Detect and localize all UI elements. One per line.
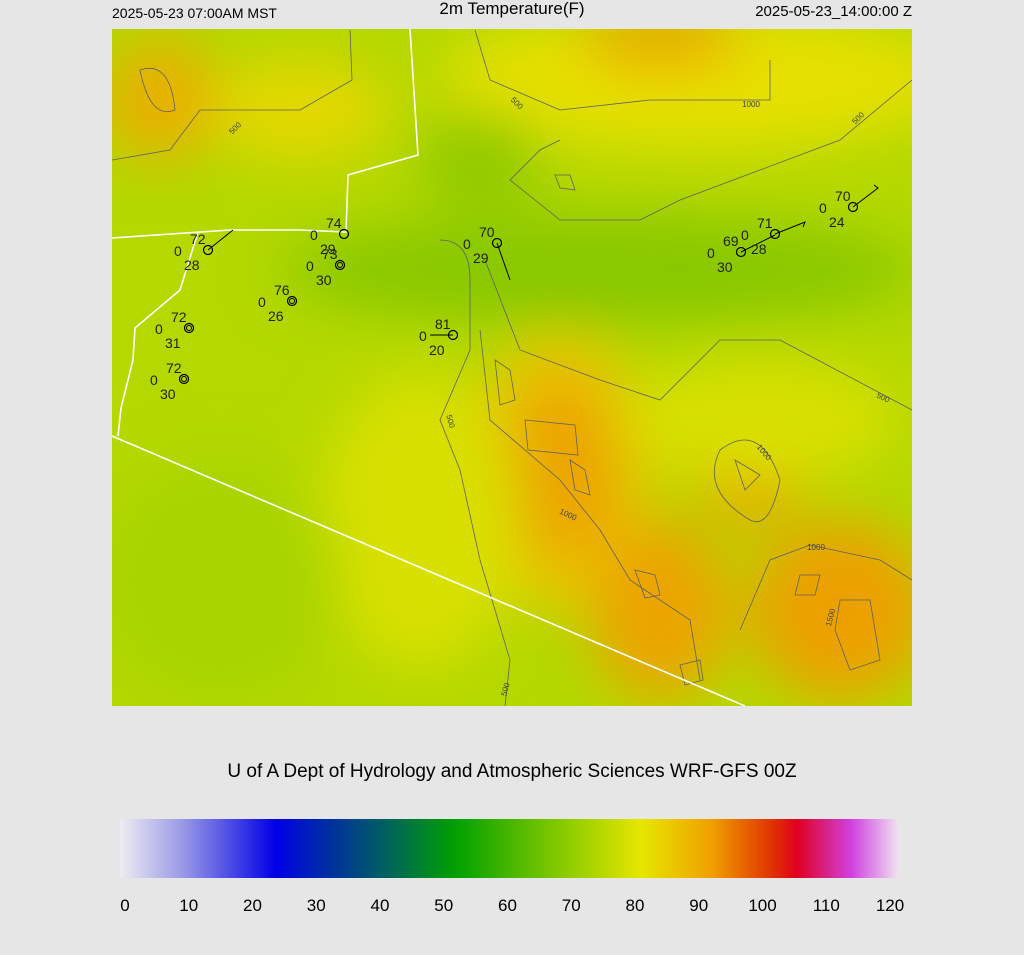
station-circle-inner [181,376,187,382]
station-temp: 73 [322,246,338,262]
station-dew: 30 [717,259,733,275]
contours [112,29,912,706]
station: 72 028 [174,231,214,273]
station: 76 026 [258,282,298,324]
station-dew: 29 [473,250,489,266]
colorbar-tick-label: 90 [689,896,708,915]
colorbar-tick-label: 110 [813,896,840,915]
station-temp: 74 [326,215,342,231]
station-circle-inner [337,262,343,268]
colorbar-tick-label: 20 [243,896,262,915]
station: 70 029 [463,224,503,266]
contour-label: 1000 [807,543,825,552]
station-circle-inner [289,298,295,304]
contour-label: 500 [444,414,456,430]
station-left: 0 [174,243,182,259]
credit: U of A Dept of Hydrology and Atmospheric… [227,761,797,782]
station: 72 031 [155,309,195,351]
station-left: 0 [707,245,715,261]
colorbar-tick-label: 0 [120,896,129,915]
station-left: 0 [150,372,158,388]
station-dew: 30 [316,272,332,288]
station-circle-inner [186,325,192,331]
colorbar-tick-label: 60 [498,896,517,915]
station-left: 0 [819,200,827,216]
borders [112,29,746,706]
temperature-field [112,29,912,706]
station-dew: 30 [160,386,176,402]
station-dew: 29 [320,241,336,257]
station-circle [334,259,346,271]
wind-barbs [207,184,879,336]
colorbar-tick-label: 80 [626,896,645,915]
station: 69 030 [707,233,747,275]
station-temp: 81 [435,316,451,332]
colorbar-tick-label: 120 [876,896,904,915]
station: 71 028 [741,215,781,257]
colorbar-ticks: 0 10 20 30 40 50 60 70 80 90 100 110 120 [120,896,904,915]
station-temp: 70 [835,188,851,204]
station: 70 024 [819,188,859,230]
station-dew: 26 [268,308,284,324]
station-circle [202,244,214,256]
station-circle [183,322,195,334]
station-dew: 31 [165,335,181,351]
station-circle [178,373,190,385]
station-temp: 71 [757,215,773,231]
colorbar-tick-label: 70 [562,896,581,915]
colorbar-tick-label: 30 [307,896,326,915]
colorbar-tick-label: 100 [748,896,776,915]
station-left: 0 [306,258,314,274]
station-dew: 28 [184,257,200,273]
station: 81 020 [419,316,459,358]
colorbar-tick-label: 40 [371,896,390,915]
station-circle [769,228,781,240]
station-dew: 28 [751,241,767,257]
station-left: 0 [310,227,318,243]
station: 73 030 [306,246,346,288]
station-circle [286,295,298,307]
contour-label: 500 [500,681,512,697]
station-circle [735,246,747,258]
station-left: 0 [258,294,266,310]
station-temp: 72 [166,360,182,376]
station-plots: 7202874029730307602672031720307002981020… [150,188,859,402]
header-left: 2025-05-23 07:00AM MST [112,5,277,21]
station-circle [338,228,350,240]
colorbar-tick-label: 50 [434,896,453,915]
station-left: 0 [419,328,427,344]
colorbar-tick-label: 10 [179,896,198,915]
station-left: 0 [155,321,163,337]
station: 72 030 [150,360,190,402]
station: 74 029 [310,215,350,257]
station-circle [447,329,459,341]
contour-label: 1000 [742,100,760,109]
station-circle [847,201,859,213]
station-temp: 70 [479,224,495,240]
colorbar [120,819,898,878]
station-dew: 24 [829,214,845,230]
station-temp: 72 [190,231,206,247]
station-circle [491,237,503,249]
station-dew: 20 [429,342,445,358]
station-temp: 69 [723,233,739,249]
station-temp: 76 [274,282,290,298]
station-temp: 72 [171,309,187,325]
title: 2m Temperature(F) [439,0,584,18]
station-left: 0 [741,227,749,243]
station-left: 0 [463,236,471,252]
header-right: 2025-05-23_14:00:00 Z [755,3,912,20]
